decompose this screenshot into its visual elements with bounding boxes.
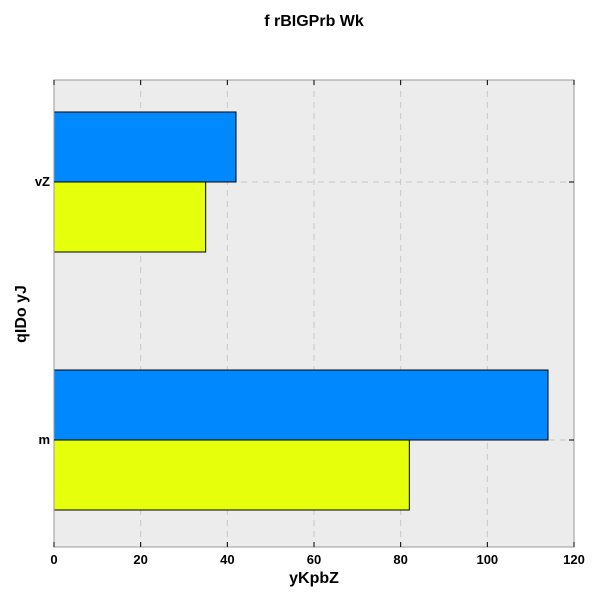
x-tick-label: 40 (220, 552, 234, 567)
bar-series-1-vZ (53, 181, 207, 253)
y-tick-label: m (38, 432, 50, 447)
chart-title: f rBIGPrb Wk (264, 13, 364, 30)
x-tick-label: 20 (133, 552, 147, 567)
x-tick-label: 100 (476, 552, 498, 567)
axis-ticks: 0 20 40 60 80 100 120 m vZ (35, 80, 585, 567)
x-tick-label: 0 (50, 552, 57, 567)
x-tick-label: 80 (393, 552, 407, 567)
bars (53, 111, 549, 511)
x-tick-label: 60 (307, 552, 321, 567)
x-tick-label: 120 (563, 552, 585, 567)
bar-series-2-vZ (53, 111, 237, 183)
y-tick-label: vZ (35, 174, 50, 189)
bar-series-1-m (53, 439, 410, 511)
bar-series-2-m (53, 369, 549, 441)
x-axis-label: yKpbZ (289, 570, 339, 587)
y-axis-label: qIDo yJ (13, 285, 30, 343)
